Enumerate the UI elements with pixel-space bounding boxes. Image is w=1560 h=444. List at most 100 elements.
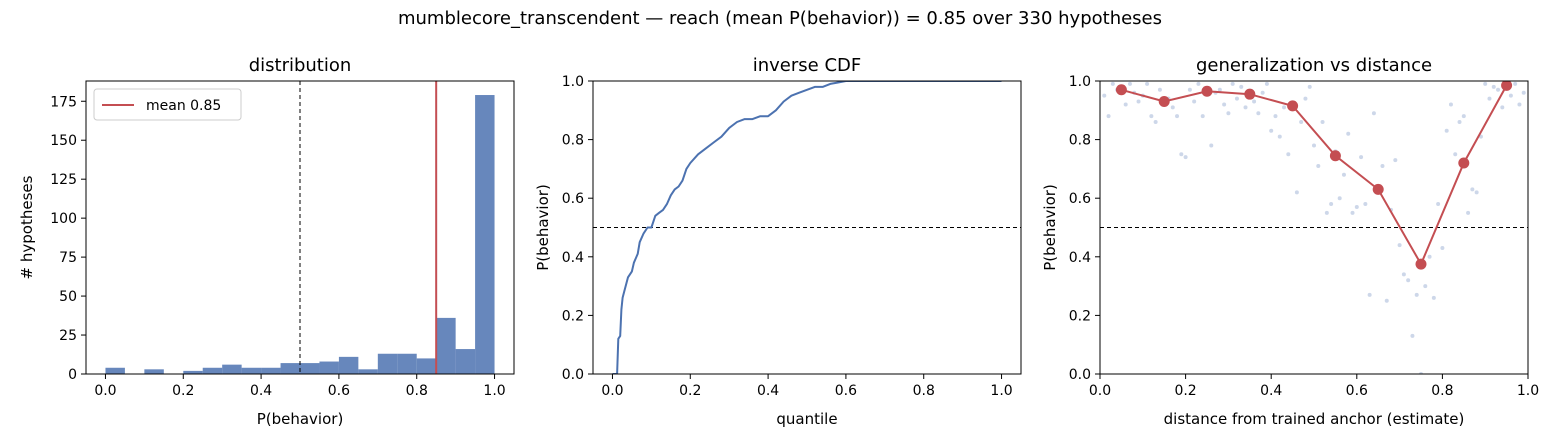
scatter-point (1106, 114, 1111, 119)
scatter-point (1183, 155, 1188, 160)
scatter-point (1341, 172, 1346, 177)
scatter-point (1431, 295, 1436, 300)
x-tick-label: 0.6 (328, 383, 350, 399)
binned-mean-point (1201, 85, 1213, 97)
scatter-point (1307, 84, 1312, 89)
histogram-bar (241, 367, 262, 374)
scatter-point (1487, 96, 1492, 101)
binned-mean-point (1115, 84, 1127, 96)
scatter-point (1329, 202, 1334, 207)
panels: mean 0.85 0.0 0.2 0.4 0.6 0.8 1.0 0 25 50 75 100 125… (18, 55, 1539, 428)
scatter-point (1136, 99, 1141, 104)
scatter-point (1423, 284, 1428, 289)
scatter-point (1444, 128, 1449, 133)
binned-mean-point (1287, 100, 1299, 112)
scatter-point (1286, 152, 1291, 157)
scatter-point (1496, 87, 1501, 92)
x-axis-label: distance from trained anchor (estimate) (1164, 410, 1465, 428)
x-axis-label: P(behavior) (257, 410, 344, 428)
scatter-point (1316, 163, 1321, 168)
scatter-point (1461, 114, 1466, 119)
scatter-point (1483, 81, 1488, 86)
scatter-point (1521, 90, 1526, 95)
scatter-point (1440, 246, 1445, 251)
scatter-point (1200, 114, 1205, 119)
scatter-point (1230, 81, 1235, 86)
scatter-point (1252, 99, 1257, 104)
x-tick-label: 0.6 (1346, 383, 1368, 399)
histogram-bar (338, 356, 359, 374)
x-tick-label: 0.4 (757, 383, 779, 399)
histogram-bar (475, 95, 495, 374)
scatter-point (1256, 111, 1261, 116)
panel-3: 0.0 0.2 0.4 0.6 0.8 1.0 0.0 0.2 0.4 0.6 0.8 1.0 gene… (1041, 55, 1539, 428)
scatter-point (1110, 81, 1115, 86)
scatter-point (1354, 204, 1359, 209)
y-axis-label: P(behavior) (1041, 184, 1059, 271)
scatter-point (1145, 81, 1150, 86)
scatter-point (1397, 243, 1402, 248)
x-tick-label: 0.4 (250, 383, 272, 399)
scatter-point (1222, 102, 1227, 107)
scatter-point (1243, 105, 1248, 110)
y-tick-label: 0.0 (1069, 367, 1091, 383)
x-tick-label: 0.8 (406, 383, 428, 399)
scatter-point (1457, 120, 1462, 125)
scatter-point (1102, 93, 1107, 98)
x-tick-label: 0.0 (601, 383, 623, 399)
scatter-point (1470, 187, 1475, 192)
y-axis-label: P(behavior) (534, 184, 552, 271)
scatter-point (1406, 278, 1411, 283)
scatter-point (1175, 114, 1180, 119)
scatter-point (1513, 81, 1518, 86)
scatter-point (1123, 102, 1128, 107)
scatter-point (1299, 120, 1304, 125)
figure-suptitle: mumblecore_transcendent — reach (mean P(… (398, 8, 1162, 29)
y-tick-label: 0.8 (562, 133, 584, 149)
y-tick-label: 0.2 (562, 308, 584, 324)
binned-mean-point (1415, 258, 1427, 270)
scatter-point (1209, 143, 1214, 148)
histogram-bar (202, 367, 223, 374)
scatter-point (1269, 128, 1274, 133)
legend-box (93, 88, 242, 121)
y-tick-label: 0.0 (562, 367, 584, 383)
y-tick-label: 75 (59, 250, 77, 266)
y-tick-label: 25 (59, 328, 77, 344)
scatter-point (1312, 143, 1316, 148)
panel-title: distribution (249, 55, 352, 76)
binned-mean-point (1158, 96, 1170, 108)
histogram-bar (455, 349, 476, 374)
histogram-bar (436, 317, 456, 374)
panel-title: inverse CDF (753, 55, 862, 76)
scatter-point (1410, 333, 1415, 338)
y-tick-label: 0 (68, 367, 77, 383)
x-tick-label: 1.0 (1517, 383, 1539, 399)
y-tick-label: 1.0 (562, 74, 584, 90)
y-tick-label: 150 (50, 133, 77, 149)
binned-mean-point (1329, 150, 1341, 162)
scatter-point (1303, 96, 1308, 101)
scatter-point (1508, 93, 1513, 98)
scatter-point (1491, 84, 1496, 89)
plot-area (105, 81, 495, 374)
axes-frame (1099, 80, 1529, 375)
binned-mean-point (1501, 81, 1513, 91)
scatter-point (1371, 111, 1376, 116)
plot-area (593, 81, 1021, 374)
histogram-bar (358, 369, 378, 374)
scatter-point (1187, 87, 1192, 92)
scatter-point (1196, 81, 1201, 86)
scatter-point (1367, 292, 1372, 297)
scatter-point (1500, 105, 1505, 110)
histogram-bar (416, 358, 437, 374)
scatter-point (1346, 131, 1351, 136)
scatter-point (1282, 105, 1287, 110)
scatter-point (1350, 210, 1355, 215)
x-tick-label: 0.2 (172, 383, 194, 399)
y-tick-label: 0.2 (1069, 308, 1091, 324)
scatter-point (1474, 190, 1479, 195)
histogram-bar (261, 367, 281, 374)
x-tick-label: 0.4 (1260, 383, 1282, 399)
